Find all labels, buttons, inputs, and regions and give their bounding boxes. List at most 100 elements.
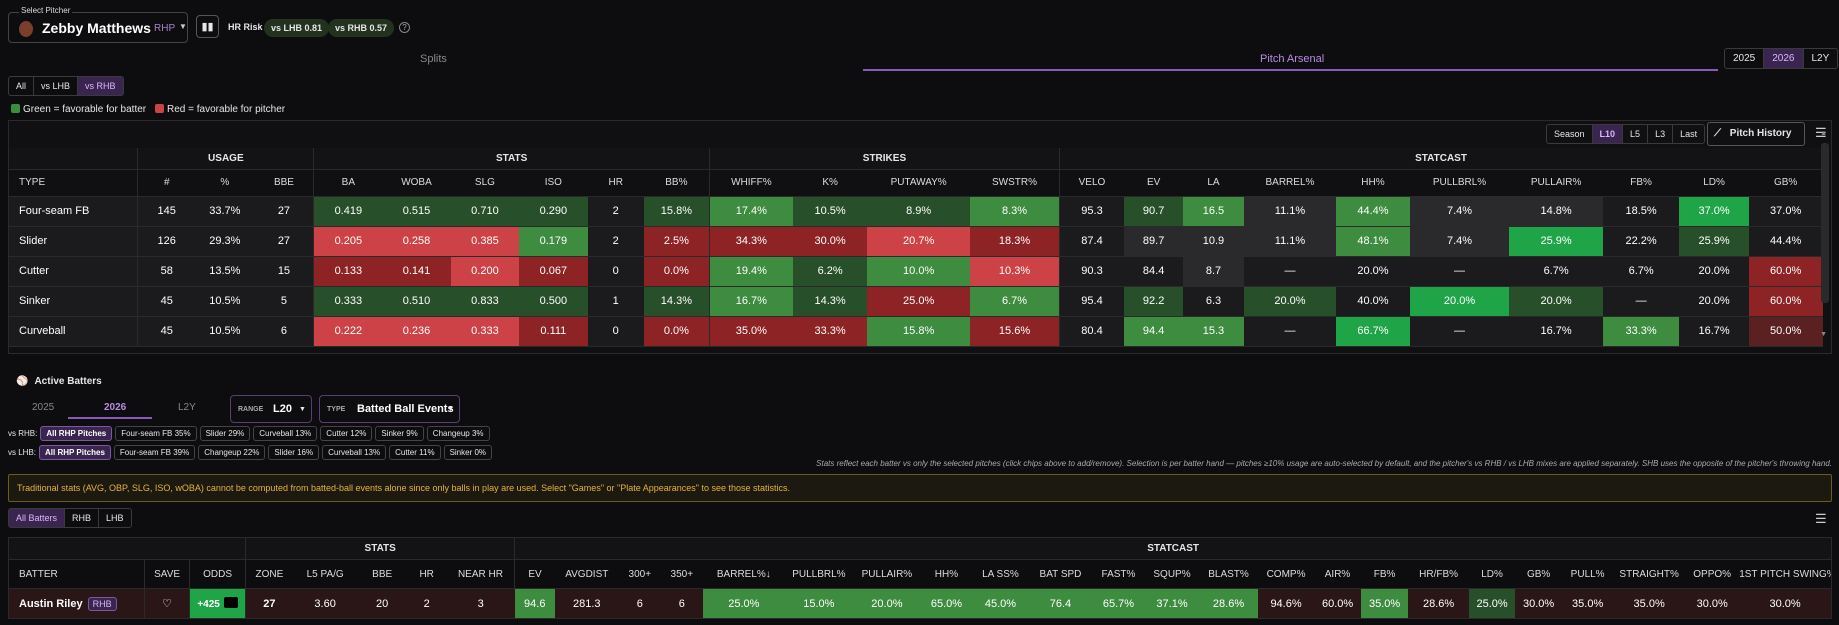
- chip-cutter-11[interactable]: Cutter 11%: [389, 445, 441, 460]
- help-icon[interactable]: ?: [399, 22, 410, 33]
- col-hr[interactable]: HR: [587, 168, 644, 197]
- filter-rhb[interactable]: RHB: [65, 509, 100, 527]
- col-velo[interactable]: VELO: [1059, 168, 1124, 197]
- batters-year-l2y[interactable]: L2Y: [178, 402, 196, 413]
- col-bbe[interactable]: BBE: [254, 168, 314, 197]
- split-vs-lhb[interactable]: vs LHB: [34, 77, 79, 95]
- range-season[interactable]: Season: [1547, 125, 1593, 143]
- col-straight[interactable]: STRAIGHT%: [1613, 559, 1686, 589]
- chip-changeup-22[interactable]: Changeup 22%: [198, 445, 266, 460]
- col-swstr[interactable]: SWSTR%: [969, 168, 1060, 197]
- col-[interactable]: #: [137, 168, 196, 197]
- col-pullbrl[interactable]: PULLBRL%: [1409, 168, 1510, 197]
- tab-pitch-arsenal[interactable]: Pitch Arsenal: [1260, 53, 1325, 65]
- col-gb[interactable]: GB%: [1515, 559, 1563, 589]
- col-ld[interactable]: LD%: [1679, 168, 1749, 197]
- bar-chart-button[interactable]: ▮▮: [196, 15, 219, 38]
- range-l10[interactable]: L10: [1592, 125, 1624, 143]
- chip-slider-29[interactable]: Slider 29%: [199, 426, 251, 441]
- tab-splits[interactable]: Splits: [420, 53, 447, 65]
- chip-sinker-9[interactable]: Sinker 9%: [375, 426, 424, 441]
- col-iso[interactable]: ISO: [519, 168, 588, 197]
- col-[interactable]: %: [195, 168, 255, 197]
- col-batter[interactable]: BATTER: [8, 559, 145, 589]
- col-air[interactable]: AIR%: [1314, 559, 1362, 589]
- scrollbar[interactable]: [1821, 143, 1829, 303]
- chip-slider-16[interactable]: Slider 16%: [268, 445, 320, 460]
- col-hr[interactable]: HR: [406, 559, 447, 589]
- col-comp[interactable]: COMP%: [1258, 559, 1315, 589]
- heart-icon[interactable]: ♡: [162, 598, 172, 610]
- col-woba[interactable]: WOBA: [382, 168, 451, 197]
- odds-value[interactable]: +425: [197, 599, 220, 610]
- col-putaway[interactable]: PUTAWAY%: [867, 168, 970, 197]
- pitcher-select[interactable]: Select Pitcher Zebby Matthews RHP ▼: [8, 6, 188, 43]
- col-hr-fb[interactable]: HR/FB%: [1408, 559, 1470, 589]
- col-blast[interactable]: BLAST%: [1199, 559, 1259, 589]
- range-last[interactable]: Last: [1680, 129, 1698, 139]
- pitch-row-four-seam-fb[interactable]: Four-seam FB 145 33.7% 27 0.419 0.515 0.710 0.2…: [9, 196, 1823, 227]
- col-la[interactable]: LA: [1183, 168, 1244, 197]
- chip-curveball-13[interactable]: Curveball 13%: [322, 445, 387, 460]
- col-gb[interactable]: GB%: [1748, 168, 1823, 197]
- col-1st-pitch-swing[interactable]: 1ST PITCH SWING%: [1739, 559, 1832, 589]
- col-pull[interactable]: PULL%: [1562, 559, 1614, 589]
- settings-icon[interactable]: ☰: [1815, 125, 1827, 140]
- batters-year-2025[interactable]: 2025: [32, 402, 55, 413]
- year-2025[interactable]: 2025: [1725, 49, 1765, 68]
- col-avgdist[interactable]: AVGDIST: [554, 559, 619, 589]
- year-2026[interactable]: 2026: [1764, 49, 1804, 68]
- batter-row[interactable]: Austin Riley RHB ♡ +425 27 3.60 20 2 3 94.6 281.3 6…: [8, 588, 1832, 619]
- col-fast[interactable]: FAST%: [1091, 559, 1145, 589]
- col-pullair[interactable]: PULLAIR%: [852, 559, 921, 589]
- chip-all-rhp-pitches[interactable]: All RHP Pitches: [40, 426, 113, 441]
- batter-name[interactable]: Austin Riley: [19, 597, 83, 610]
- pitch-row-sinker[interactable]: Sinker 45 10.5% 5 0.333 0.510 0.833 0.500 1 14.3%…: [9, 286, 1823, 317]
- col-oppo[interactable]: OPPO%: [1685, 559, 1740, 589]
- year-l2y[interactable]: L2Y: [1811, 53, 1830, 64]
- col-hh[interactable]: HH%: [920, 559, 972, 589]
- range-l3[interactable]: L3: [1648, 125, 1674, 143]
- col-hh[interactable]: HH%: [1336, 168, 1410, 197]
- col-save[interactable]: SAVE: [144, 559, 190, 589]
- col-odds[interactable]: ODDS: [189, 559, 246, 589]
- col-bb[interactable]: BB%: [643, 168, 710, 197]
- batters-year-2026[interactable]: 2026: [104, 402, 127, 413]
- col-ba[interactable]: BA: [313, 168, 383, 197]
- chip-four-seam-fb-35[interactable]: Four-seam FB 35%: [115, 426, 197, 441]
- col-type[interactable]: TYPE: [9, 168, 138, 197]
- split-vs-rhb[interactable]: vs RHB: [78, 77, 123, 95]
- chip-all-rhp-pitches[interactable]: All RHP Pitches: [39, 445, 111, 460]
- chip-cutter-12[interactable]: Cutter 12%: [320, 426, 373, 441]
- col-k[interactable]: K%: [792, 168, 868, 197]
- col-barrel[interactable]: BARREL%↓: [702, 559, 785, 589]
- pitch-row-curveball[interactable]: Curveball 45 10.5% 6 0.222 0.236 0.333 0.111 0 0.…: [9, 316, 1823, 347]
- chip-changeup-3[interactable]: Changeup 3%: [426, 426, 490, 441]
- col-whiff[interactable]: WHIFF%: [708, 168, 793, 197]
- col-bat-spd[interactable]: BAT SPD: [1028, 559, 1092, 589]
- split-all[interactable]: All: [9, 77, 35, 95]
- col-squp[interactable]: SQUP%: [1145, 559, 1200, 589]
- col-pullbrl[interactable]: PULLBRL%: [784, 559, 853, 589]
- col-ev[interactable]: EV: [1123, 168, 1184, 197]
- col-bbe[interactable]: BBE: [357, 559, 407, 589]
- pitch-history-button[interactable]: ⟋ Pitch History: [1707, 122, 1805, 146]
- batters-settings-icon[interactable]: ☰: [1815, 511, 1827, 526]
- col-fb[interactable]: FB%: [1361, 559, 1409, 589]
- type-dropdown[interactable]: TYPE Batted Ball Events ▼: [319, 395, 460, 423]
- pitch-row-cutter[interactable]: Cutter 58 13.5% 15 0.133 0.141 0.200 0.067 0 0.0%…: [9, 256, 1823, 287]
- pitch-row-slider[interactable]: Slider 126 29.3% 27 0.205 0.258 0.385 0.179 2 2.5…: [9, 226, 1823, 257]
- col-fb[interactable]: FB%: [1602, 168, 1680, 197]
- col-ld[interactable]: LD%: [1469, 559, 1516, 589]
- filter-all-batters[interactable]: All Batters: [9, 509, 66, 527]
- range-l5[interactable]: L5: [1623, 125, 1649, 143]
- chip-curveball-13[interactable]: Curveball 13%: [253, 426, 318, 441]
- range-dropdown[interactable]: RANGE L20 ▼: [230, 395, 312, 423]
- col-350[interactable]: 350+: [660, 559, 703, 589]
- col-near-hr[interactable]: NEAR HR: [446, 559, 515, 589]
- scroll-down-icon[interactable]: ▼: [1820, 331, 1827, 338]
- filter-lhb[interactable]: LHB: [106, 513, 124, 523]
- col-zone[interactable]: ZONE: [245, 559, 293, 589]
- col-ev[interactable]: EV: [514, 559, 555, 589]
- scroll-up-icon[interactable]: ▲: [1820, 130, 1827, 137]
